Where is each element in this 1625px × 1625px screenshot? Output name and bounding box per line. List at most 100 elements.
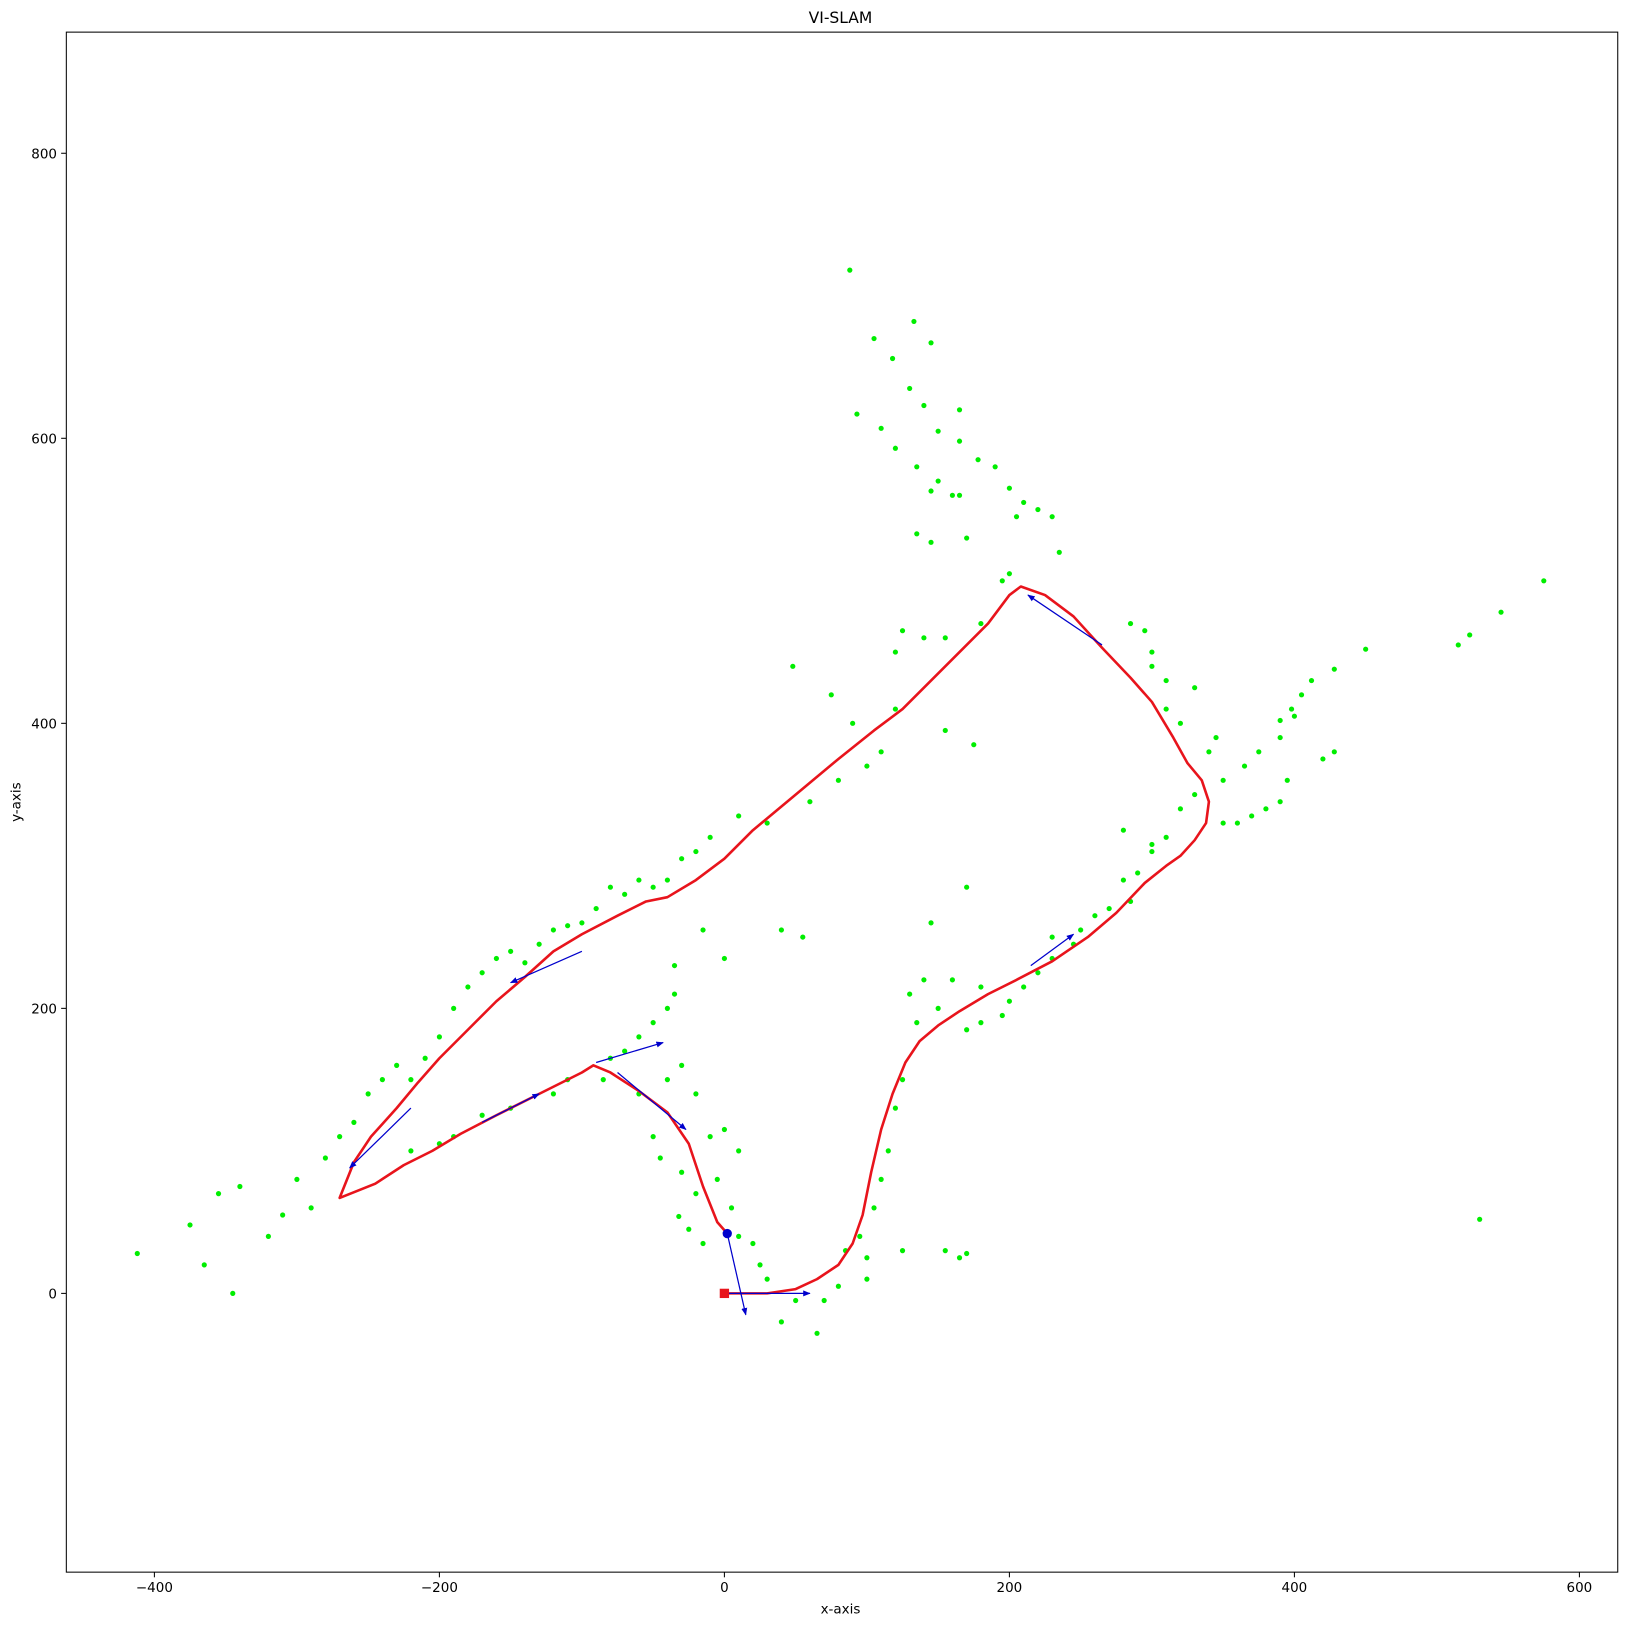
landmark-point: [892, 445, 898, 451]
landmark-point: [914, 531, 920, 537]
landmark-point: [322, 1155, 328, 1161]
x-tick-label: 0: [720, 1580, 729, 1596]
landmark-point: [1127, 620, 1134, 627]
landmark-point: [1106, 906, 1112, 912]
landmark-point: [835, 777, 841, 783]
landmark-point: [1320, 756, 1326, 762]
landmark-point: [778, 1319, 784, 1325]
landmark-point: [721, 1126, 727, 1133]
pose-arrow: [1027, 594, 1103, 646]
landmark-point: [736, 1233, 742, 1239]
pose-arrow: [726, 1233, 748, 1316]
landmark-point: [650, 884, 656, 890]
landmark-point: [265, 1233, 271, 1239]
landmark-point: [1331, 666, 1337, 672]
landmark-point: [964, 1250, 970, 1257]
landmark-point: [899, 628, 906, 634]
landmark-point: [671, 963, 678, 969]
landmark-point: [451, 1005, 457, 1011]
landmark-point: [971, 742, 977, 748]
landmark-point: [600, 1077, 606, 1083]
landmark-point: [187, 1222, 193, 1228]
landmark-point: [992, 464, 998, 470]
landmark-point: [714, 1176, 720, 1182]
landmark-point: [1213, 734, 1219, 741]
landmark-point: [593, 906, 599, 912]
pose-arrow: [349, 1107, 412, 1169]
landmark-point: [721, 955, 727, 962]
landmark-point: [814, 1330, 820, 1336]
landmark-point: [1078, 927, 1084, 933]
x-tick-label: 600: [1567, 1580, 1593, 1596]
landmark-point: [892, 649, 898, 655]
landmark-point: [1263, 806, 1269, 812]
landmark-point: [899, 1248, 906, 1254]
landmark-point: [757, 1262, 763, 1268]
landmark-point: [921, 977, 927, 983]
landmark-point: [479, 970, 485, 976]
landmark-point: [956, 407, 963, 413]
landmark-point: [493, 955, 499, 962]
landmark-point: [975, 457, 981, 463]
landmark-point: [800, 934, 806, 940]
landmark-point: [978, 984, 984, 990]
landmark-point: [956, 492, 963, 498]
landmark-point: [935, 428, 941, 434]
landmark-point: [686, 1226, 692, 1232]
landmark-point: [1241, 763, 1248, 769]
landmark-point: [1455, 642, 1461, 648]
landmark-point: [921, 402, 927, 409]
landmark-point: [622, 891, 628, 897]
landmark-point: [999, 1012, 1005, 1019]
landmark-point: [864, 1255, 870, 1261]
landmark-point: [422, 1055, 428, 1061]
landmark-point: [394, 1062, 400, 1068]
landmark-point: [821, 1297, 827, 1304]
y-tick-label: 0: [48, 1287, 57, 1303]
landmark-point: [790, 663, 796, 669]
landmark-point: [935, 1005, 941, 1011]
landmark-point: [928, 488, 934, 494]
landmark-point: [1035, 506, 1041, 513]
landmark-point: [1149, 848, 1155, 855]
landmark-point: [522, 960, 528, 966]
landmark-point: [408, 1148, 414, 1154]
landmark-point: [479, 1112, 485, 1118]
landmark-point: [565, 923, 571, 929]
landmark-point: [294, 1176, 300, 1182]
landmark-point: [1006, 571, 1012, 577]
landmark-point: [664, 877, 670, 883]
landmark-point: [1142, 628, 1148, 634]
landmark-point: [1035, 970, 1041, 976]
landmark-point: [942, 635, 948, 641]
landmark-point: [914, 464, 920, 470]
landmark-point: [700, 927, 706, 933]
landmark-point: [964, 884, 970, 890]
landmark-point: [1163, 677, 1169, 684]
landmark-point: [778, 927, 784, 933]
landmark-point: [1284, 777, 1290, 783]
landmark-point: [850, 720, 856, 726]
landmark-point: [436, 1034, 442, 1040]
landmark-point: [921, 635, 927, 641]
landmark-point: [337, 1134, 343, 1140]
chart-title: VI-SLAM: [809, 9, 873, 27]
landmark-point: [622, 1048, 628, 1054]
landmark-point: [550, 927, 556, 933]
landmark-point: [693, 1191, 699, 1197]
landmark-point: [1120, 827, 1126, 833]
landmark-point: [1013, 514, 1020, 520]
landmark-point: [1331, 749, 1337, 755]
landmark-point: [1277, 799, 1283, 805]
landmark-point: [914, 1020, 920, 1026]
landmark-point: [964, 1027, 970, 1033]
landmark-point: [889, 355, 896, 362]
landmark-point: [956, 438, 963, 444]
landmark-point: [1249, 813, 1255, 819]
x-axis-label: x-axis: [821, 1602, 861, 1618]
landmark-point: [465, 984, 471, 990]
landmark-point: [1149, 649, 1155, 655]
landmark-point: [134, 1250, 140, 1257]
landmark-point: [892, 706, 898, 712]
